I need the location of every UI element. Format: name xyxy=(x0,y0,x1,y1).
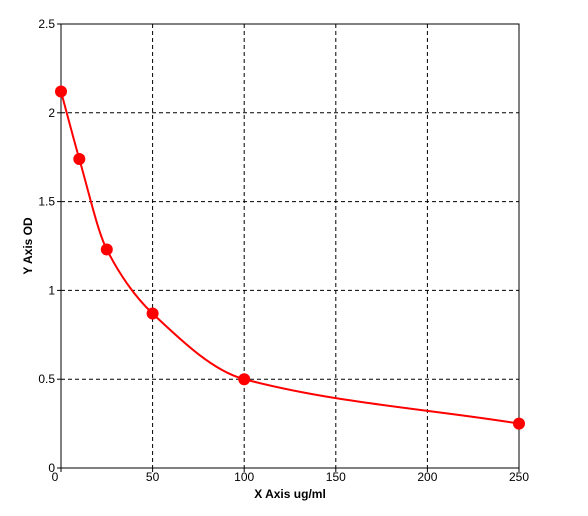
data-point xyxy=(513,417,525,430)
y-tick-label: 2 xyxy=(48,106,55,120)
data-point xyxy=(146,307,159,320)
data-point xyxy=(100,243,113,256)
y-axis-title: Y Axis OD xyxy=(21,217,35,275)
y-tick-label: 1.5 xyxy=(38,195,55,209)
y-tick-label: 0.5 xyxy=(38,372,55,386)
x-axis-title: X Axis ug/ml xyxy=(254,487,326,501)
data-point xyxy=(55,85,67,98)
x-tick-label: 50 xyxy=(146,470,160,484)
data-point xyxy=(238,373,251,386)
x-tick-label: 250 xyxy=(509,470,529,484)
plot-area xyxy=(60,23,520,469)
x-tick-label: 150 xyxy=(326,470,346,484)
y-tick-label: 1 xyxy=(48,283,55,297)
x-tick-label: 0 xyxy=(52,470,59,484)
y-tick-label: 0 xyxy=(48,461,55,475)
x-tick-label: 200 xyxy=(417,470,437,484)
data-point xyxy=(73,152,86,165)
plot-frame xyxy=(60,23,520,469)
y-tick-label: 2.5 xyxy=(38,17,55,31)
x-tick-label: 100 xyxy=(234,470,254,484)
